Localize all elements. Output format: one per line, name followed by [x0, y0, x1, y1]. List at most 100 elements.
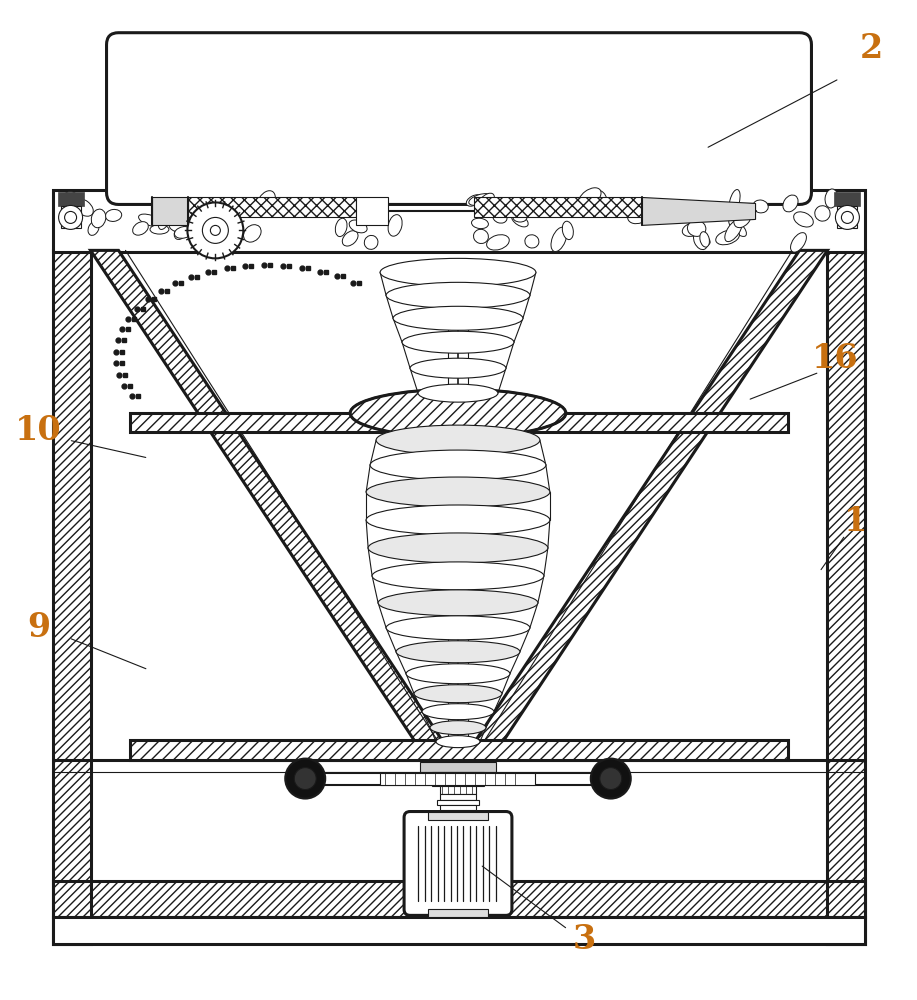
Ellipse shape: [562, 221, 573, 240]
Polygon shape: [827, 250, 866, 944]
Ellipse shape: [226, 207, 241, 224]
Ellipse shape: [642, 207, 657, 218]
Ellipse shape: [793, 212, 813, 227]
Bar: [52, 881, 866, 917]
Ellipse shape: [350, 389, 566, 437]
Text: 16: 16: [812, 342, 858, 375]
Ellipse shape: [368, 533, 547, 563]
Bar: [130, 740, 788, 760]
Text: 1: 1: [844, 505, 867, 538]
Ellipse shape: [825, 189, 838, 208]
Polygon shape: [130, 740, 788, 760]
Bar: [474, 197, 642, 217]
Bar: [420, 762, 496, 772]
Polygon shape: [52, 250, 91, 944]
Bar: [130, 413, 788, 432]
Ellipse shape: [627, 207, 650, 224]
Ellipse shape: [422, 704, 494, 720]
Circle shape: [835, 205, 859, 229]
Ellipse shape: [74, 199, 94, 216]
Ellipse shape: [244, 225, 261, 242]
Ellipse shape: [436, 736, 480, 748]
Circle shape: [59, 205, 83, 229]
Polygon shape: [473, 250, 827, 745]
Polygon shape: [91, 250, 445, 745]
Ellipse shape: [688, 220, 706, 236]
Ellipse shape: [469, 194, 492, 205]
Circle shape: [187, 202, 243, 258]
Bar: [428, 909, 488, 917]
Bar: [61, 206, 81, 228]
Ellipse shape: [370, 450, 546, 480]
Ellipse shape: [174, 227, 193, 238]
Ellipse shape: [716, 230, 739, 245]
Ellipse shape: [682, 222, 703, 236]
Ellipse shape: [512, 214, 528, 227]
Ellipse shape: [430, 721, 486, 735]
Ellipse shape: [393, 306, 523, 330]
Ellipse shape: [783, 195, 798, 212]
Ellipse shape: [366, 505, 550, 535]
Ellipse shape: [173, 213, 184, 232]
Ellipse shape: [418, 384, 498, 402]
Circle shape: [64, 211, 77, 223]
Ellipse shape: [518, 199, 536, 212]
Ellipse shape: [410, 358, 506, 378]
Polygon shape: [642, 197, 756, 225]
Ellipse shape: [105, 209, 122, 221]
Bar: [440, 794, 476, 800]
Ellipse shape: [219, 232, 234, 245]
Ellipse shape: [476, 193, 494, 214]
Bar: [320, 773, 596, 785]
Ellipse shape: [551, 227, 567, 252]
Ellipse shape: [753, 200, 768, 213]
Ellipse shape: [734, 209, 751, 228]
Ellipse shape: [414, 685, 502, 703]
Bar: [152, 197, 188, 225]
Ellipse shape: [729, 190, 740, 213]
Ellipse shape: [386, 282, 530, 308]
Bar: [440, 786, 476, 794]
Ellipse shape: [729, 218, 746, 236]
Ellipse shape: [473, 229, 489, 244]
Bar: [52, 917, 866, 944]
Circle shape: [210, 225, 220, 235]
Ellipse shape: [133, 222, 149, 235]
Ellipse shape: [378, 590, 538, 616]
Bar: [440, 805, 476, 810]
Ellipse shape: [342, 231, 358, 246]
Ellipse shape: [349, 220, 367, 233]
Bar: [356, 197, 388, 225]
Bar: [52, 250, 91, 944]
Bar: [52, 190, 866, 252]
Bar: [428, 812, 488, 820]
Ellipse shape: [386, 616, 530, 640]
Ellipse shape: [88, 221, 99, 235]
Ellipse shape: [258, 191, 275, 212]
Circle shape: [285, 759, 326, 799]
Ellipse shape: [169, 217, 184, 231]
Bar: [381, 773, 535, 785]
Ellipse shape: [159, 209, 171, 229]
FancyBboxPatch shape: [404, 812, 512, 915]
Ellipse shape: [150, 225, 169, 234]
Ellipse shape: [700, 232, 710, 247]
Text: 10: 10: [16, 414, 62, 447]
Ellipse shape: [366, 477, 550, 507]
Circle shape: [600, 768, 622, 790]
Text: 9: 9: [28, 611, 50, 644]
Bar: [291, 773, 320, 785]
Ellipse shape: [790, 233, 806, 252]
FancyBboxPatch shape: [106, 33, 812, 204]
Circle shape: [294, 768, 316, 790]
Bar: [58, 192, 83, 206]
Ellipse shape: [579, 188, 601, 207]
Ellipse shape: [174, 225, 187, 239]
Ellipse shape: [372, 562, 544, 590]
Ellipse shape: [138, 214, 162, 227]
Ellipse shape: [466, 195, 481, 206]
Bar: [188, 197, 356, 217]
Ellipse shape: [492, 212, 507, 223]
Ellipse shape: [62, 192, 79, 207]
Polygon shape: [130, 413, 788, 432]
